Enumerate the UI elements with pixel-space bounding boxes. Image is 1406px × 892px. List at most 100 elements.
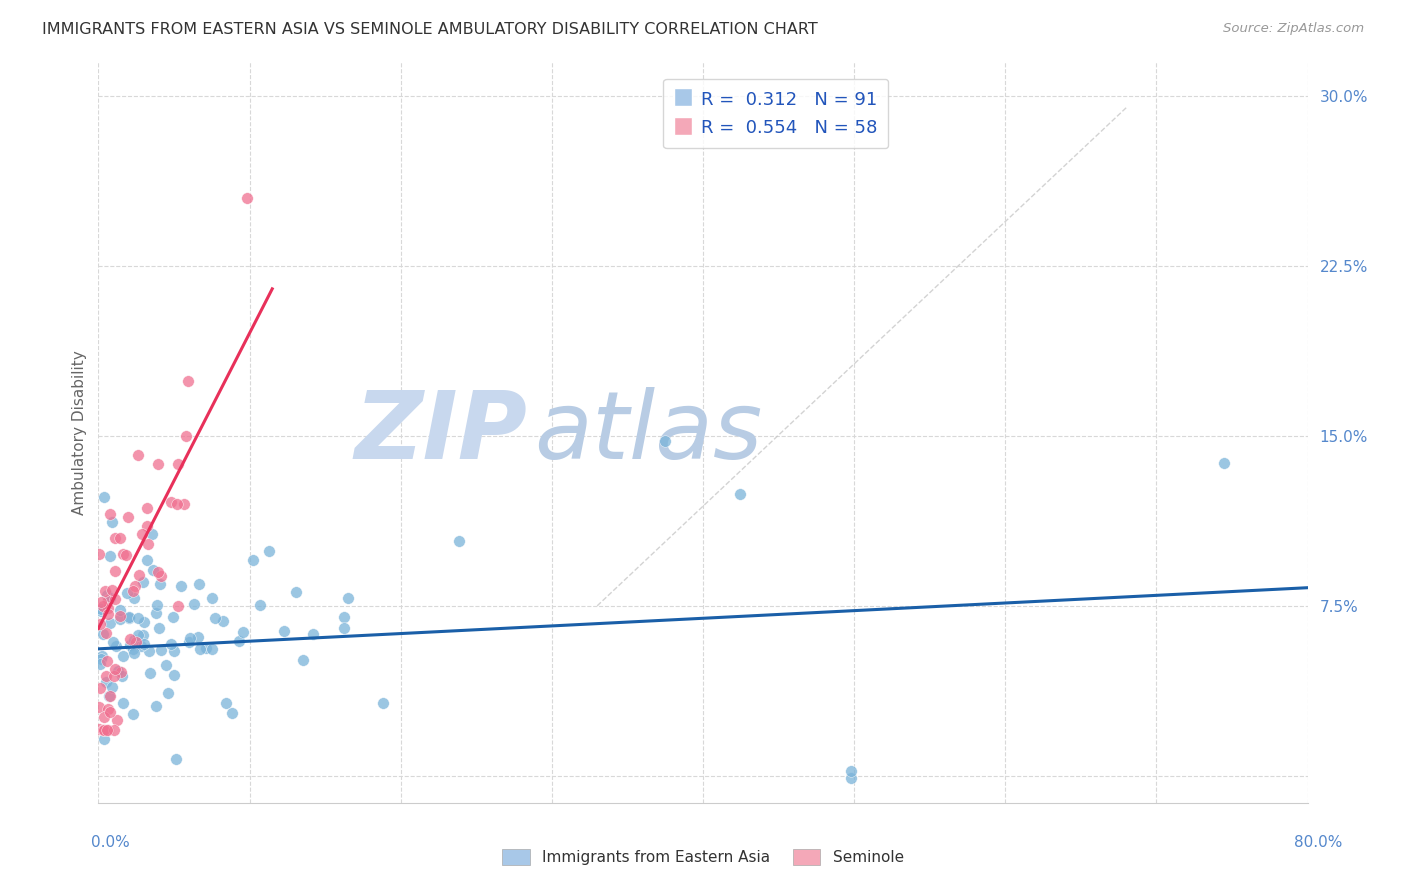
Point xyxy=(105,713,128,727)
Point xyxy=(195,640,218,655)
Point xyxy=(98,690,121,704)
Y-axis label: Ambulatory Disability: Ambulatory Disability xyxy=(72,351,87,515)
Point xyxy=(94,626,117,640)
Point xyxy=(93,731,115,746)
Point xyxy=(163,668,186,682)
Point xyxy=(142,563,165,577)
Point xyxy=(131,526,153,541)
Point xyxy=(179,635,201,649)
Point xyxy=(228,634,250,648)
Point xyxy=(136,536,159,550)
Point xyxy=(201,642,224,657)
Point xyxy=(176,429,198,443)
Point xyxy=(165,752,187,766)
Point xyxy=(127,448,149,462)
Text: IMMIGRANTS FROM EASTERN ASIA VS SEMINOLE AMBULATORY DISABILITY CORRELATION CHART: IMMIGRANTS FROM EASTERN ASIA VS SEMINOLE… xyxy=(42,22,818,37)
Point xyxy=(134,615,156,629)
Point xyxy=(127,611,149,625)
Legend: Immigrants from Eastern Asia, Seminole: Immigrants from Eastern Asia, Seminole xyxy=(496,843,910,871)
Point xyxy=(103,723,125,738)
Point xyxy=(117,610,139,624)
Point xyxy=(166,498,188,512)
Point xyxy=(94,583,117,598)
Point xyxy=(187,630,209,644)
Point xyxy=(173,497,195,511)
Point xyxy=(336,591,359,606)
Point xyxy=(115,585,138,599)
Point xyxy=(98,615,121,630)
Point xyxy=(136,501,159,516)
Point xyxy=(97,702,120,716)
Point xyxy=(159,494,181,508)
Point xyxy=(131,628,153,642)
Point xyxy=(167,457,190,471)
Point xyxy=(121,584,143,599)
Point xyxy=(187,577,209,591)
Point xyxy=(121,706,143,721)
Point xyxy=(103,669,125,683)
Point xyxy=(146,598,169,612)
Point xyxy=(111,668,134,682)
Point xyxy=(93,490,115,504)
Point xyxy=(103,634,125,648)
Point xyxy=(204,611,226,625)
Point xyxy=(157,686,180,700)
Legend: R =  0.312   N = 91, R =  0.554   N = 58: R = 0.312 N = 91, R = 0.554 N = 58 xyxy=(664,78,889,148)
Text: Source: ZipAtlas.com: Source: ZipAtlas.com xyxy=(1223,22,1364,36)
Point xyxy=(125,634,148,648)
Point xyxy=(155,658,177,673)
Point xyxy=(111,696,134,710)
Point xyxy=(127,628,149,642)
Point xyxy=(145,606,167,620)
Point xyxy=(104,564,127,578)
Point xyxy=(167,599,190,613)
Point xyxy=(149,569,172,583)
Point xyxy=(128,568,150,582)
Point xyxy=(110,665,132,679)
Point xyxy=(96,723,118,738)
Point xyxy=(728,487,751,501)
Point xyxy=(101,516,124,530)
Point xyxy=(87,547,110,561)
Point xyxy=(183,597,205,611)
Point xyxy=(97,723,120,738)
Point xyxy=(124,579,146,593)
Point xyxy=(105,639,128,653)
Point xyxy=(148,622,170,636)
Point xyxy=(249,599,271,613)
Point xyxy=(89,657,111,671)
Point xyxy=(111,649,134,664)
Text: ZIP: ZIP xyxy=(354,386,527,479)
Point xyxy=(93,710,115,724)
Point xyxy=(120,632,142,647)
Point xyxy=(150,642,173,657)
Point xyxy=(97,593,120,607)
Point xyxy=(188,641,211,656)
Point xyxy=(159,637,181,651)
Point xyxy=(136,519,159,533)
Text: atlas: atlas xyxy=(534,387,762,478)
Point xyxy=(97,600,120,615)
Point xyxy=(132,637,155,651)
Point xyxy=(284,584,307,599)
Point xyxy=(124,591,146,605)
Point xyxy=(101,680,124,694)
Point xyxy=(333,621,356,635)
Point xyxy=(98,507,121,521)
Point xyxy=(104,591,127,606)
Point xyxy=(90,652,112,666)
Point xyxy=(89,700,111,714)
Point xyxy=(273,624,295,639)
Text: 0.0%: 0.0% xyxy=(91,836,131,850)
Point xyxy=(201,591,224,605)
Point xyxy=(221,706,243,720)
Point xyxy=(302,627,325,641)
Point xyxy=(96,607,118,622)
Point xyxy=(292,653,315,667)
Point xyxy=(108,603,131,617)
Point xyxy=(90,595,112,609)
Point xyxy=(136,553,159,567)
Point xyxy=(101,583,124,598)
Point xyxy=(89,617,111,632)
Point xyxy=(98,705,121,719)
